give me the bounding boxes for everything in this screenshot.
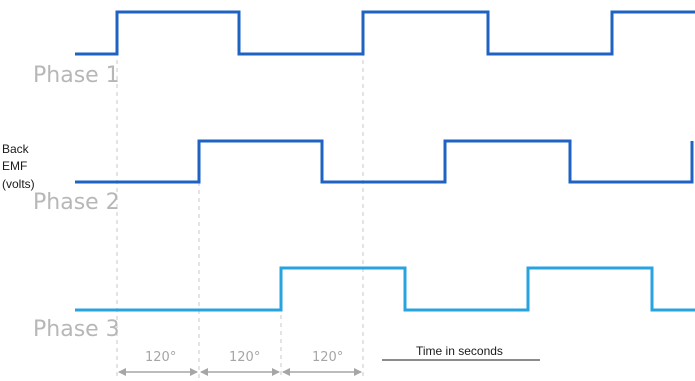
phase-1-label: Phase 1 (33, 63, 120, 88)
x-axis-label: Time in seconds (416, 344, 503, 358)
phase-3-label: Phase 3 (33, 317, 120, 342)
y-label-line-1: Back (2, 142, 30, 156)
phase-1-waveform (75, 10, 695, 56)
phase-2-label: Phase 2 (33, 190, 120, 215)
y-label-line-3: (volts) (2, 177, 35, 191)
phase-2-waveform (75, 139, 694, 184)
angle-label-2: 120° (229, 350, 260, 365)
angle-label-1: 120° (145, 350, 176, 365)
y-label-line-2: EMF (2, 159, 27, 173)
phase-3-waveform (75, 266, 695, 312)
angle-label-3: 120° (312, 350, 343, 365)
